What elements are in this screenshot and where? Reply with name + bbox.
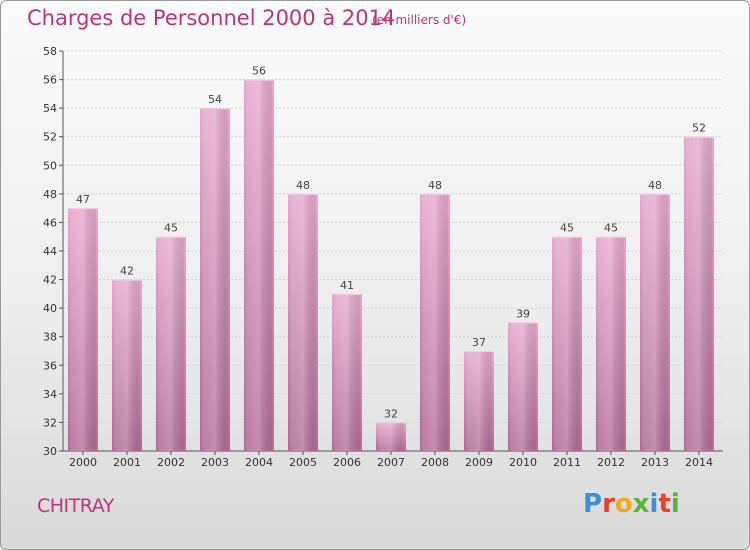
bar-highlight	[466, 352, 492, 451]
bar-highlight	[158, 237, 184, 451]
logo-letter: i	[670, 489, 680, 519]
x-tick-label: 2013	[641, 456, 669, 469]
x-tick-label: 2001	[113, 456, 141, 469]
y-tick-label: 36	[43, 359, 57, 372]
value-label: 37	[472, 336, 486, 349]
bar-highlight	[598, 237, 624, 451]
value-label: 47	[76, 193, 90, 206]
value-label: 42	[120, 265, 134, 278]
y-tick-label: 46	[43, 216, 57, 229]
x-tick-label: 2004	[245, 456, 273, 469]
bar-highlight	[290, 194, 316, 451]
logo-letter: o	[614, 489, 633, 519]
x-tick-label: 2000	[69, 456, 97, 469]
value-label: 48	[648, 179, 662, 192]
y-tick-label: 30	[43, 445, 57, 458]
x-tick-label: 2003	[201, 456, 229, 469]
y-tick-label: 52	[43, 131, 57, 144]
value-label: 45	[164, 222, 178, 235]
logo-letter: x	[632, 489, 650, 519]
logo-letter: t	[658, 489, 671, 519]
x-tick-label: 2007	[377, 456, 405, 469]
chart-title: Charges de Personnel 2000 à 2014	[27, 6, 396, 30]
y-tick-label: 32	[43, 416, 57, 429]
x-tick-label: 2011	[553, 456, 581, 469]
value-label: 48	[428, 179, 442, 192]
y-tick-label: 50	[43, 159, 57, 172]
logo-letter: i	[649, 489, 659, 519]
logo-letter: r	[602, 489, 615, 519]
commune-name: CHITRAY	[37, 495, 114, 517]
bar-highlight	[70, 209, 96, 451]
y-tick-label: 42	[43, 274, 57, 287]
y-tick-label: 54	[43, 102, 57, 115]
value-label: 41	[340, 279, 354, 292]
bar-highlight	[114, 280, 140, 451]
bar-highlight	[202, 109, 228, 452]
logo-letter: P	[583, 489, 603, 519]
bar-highlight	[510, 323, 536, 451]
value-label: 39	[516, 307, 530, 320]
bar-highlight	[642, 194, 668, 451]
y-tick-label: 34	[43, 388, 57, 401]
chart-subtitle: (en milliers d'€)	[372, 13, 467, 27]
bars	[68, 79, 714, 452]
x-tick-label: 2009	[465, 456, 493, 469]
x-tick-label: 2014	[685, 456, 713, 469]
value-label: 56	[252, 65, 266, 78]
y-tick-label: 44	[43, 245, 57, 258]
bar-highlight	[246, 80, 272, 452]
proxiti-logo: Proxiti	[583, 489, 680, 519]
y-tick-label: 38	[43, 331, 57, 344]
y-tick-label: 58	[43, 45, 57, 58]
value-label: 32	[384, 407, 398, 420]
x-tick-label: 2012	[597, 456, 625, 469]
x-tick-label: 2002	[157, 456, 185, 469]
value-label: 54	[208, 93, 222, 106]
y-tick-label: 48	[43, 188, 57, 201]
value-label: 52	[692, 122, 706, 135]
bar-highlight	[554, 237, 580, 451]
x-tick-label: 2008	[421, 456, 449, 469]
value-labels: 47 42 45 54 56 48 41 32 48 37 39 45 45 48 52	[76, 65, 706, 421]
bar-highlight	[334, 294, 360, 451]
x-tick-label: 2010	[509, 456, 537, 469]
value-label: 45	[604, 222, 618, 235]
bar-highlight	[378, 423, 404, 451]
value-label: 45	[560, 222, 574, 235]
value-label: 48	[296, 179, 310, 192]
x-tick-label: 2006	[333, 456, 361, 469]
y-tick-label: 40	[43, 302, 57, 315]
x-tick-label: 2005	[289, 456, 317, 469]
bar-highlight	[422, 194, 448, 451]
y-tick-label: 56	[43, 74, 57, 87]
bar-highlight	[686, 137, 712, 451]
axes: 30 32 34 36 38 40 42 44 46 48 50 52 54 56 58 2000 2001 20…	[43, 45, 723, 469]
